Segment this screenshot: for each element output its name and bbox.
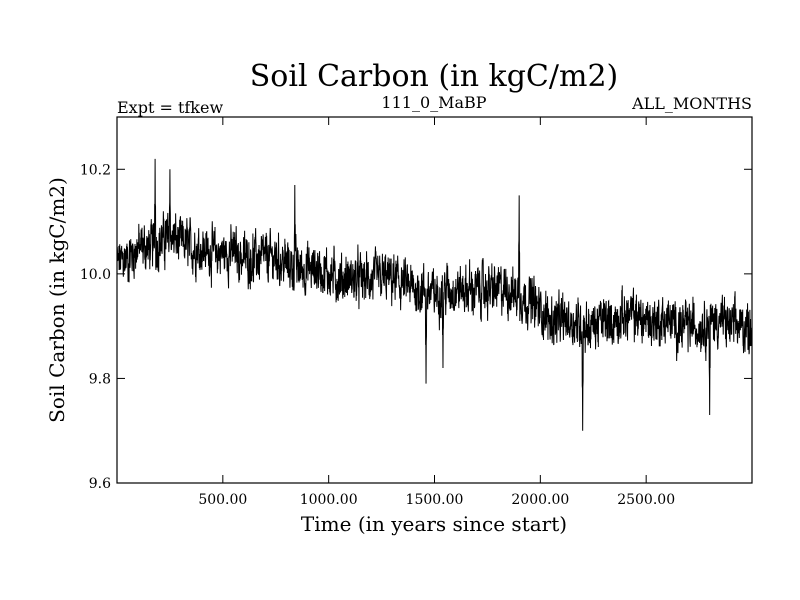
x-axis-label: Time (in years since start) [301,512,567,536]
x-tick-label: 500.00 [198,492,247,508]
chart-title: Soil Carbon (in kgC/m2) [250,59,618,94]
series-layer [116,158,753,431]
x-tick-label: 1500.00 [406,492,464,508]
x-tick-label: 1000.00 [300,492,358,508]
y-tick-label: 10.0 [80,267,111,283]
soil-carbon-series-line [116,158,753,431]
y-axis: 9.6 9.8 10.0 10.2 [80,162,752,492]
y-tick-label: 9.6 [89,476,111,492]
period-label: 111_0_MaBP [381,93,486,112]
x-tick-label: 2000.00 [511,492,569,508]
experiment-label: Expt = tfkew [117,98,223,117]
x-axis: 500.00 1000.00 1500.00 2000.00 2500.00 [198,117,675,508]
y-tick-label: 10.2 [80,162,111,178]
y-tick-label: 9.8 [89,371,111,387]
x-tick-label: 2500.00 [617,492,675,508]
y-axis-label: Soil Carbon (in kgC/m2) [45,177,69,423]
months-label: ALL_MONTHS [631,94,752,113]
